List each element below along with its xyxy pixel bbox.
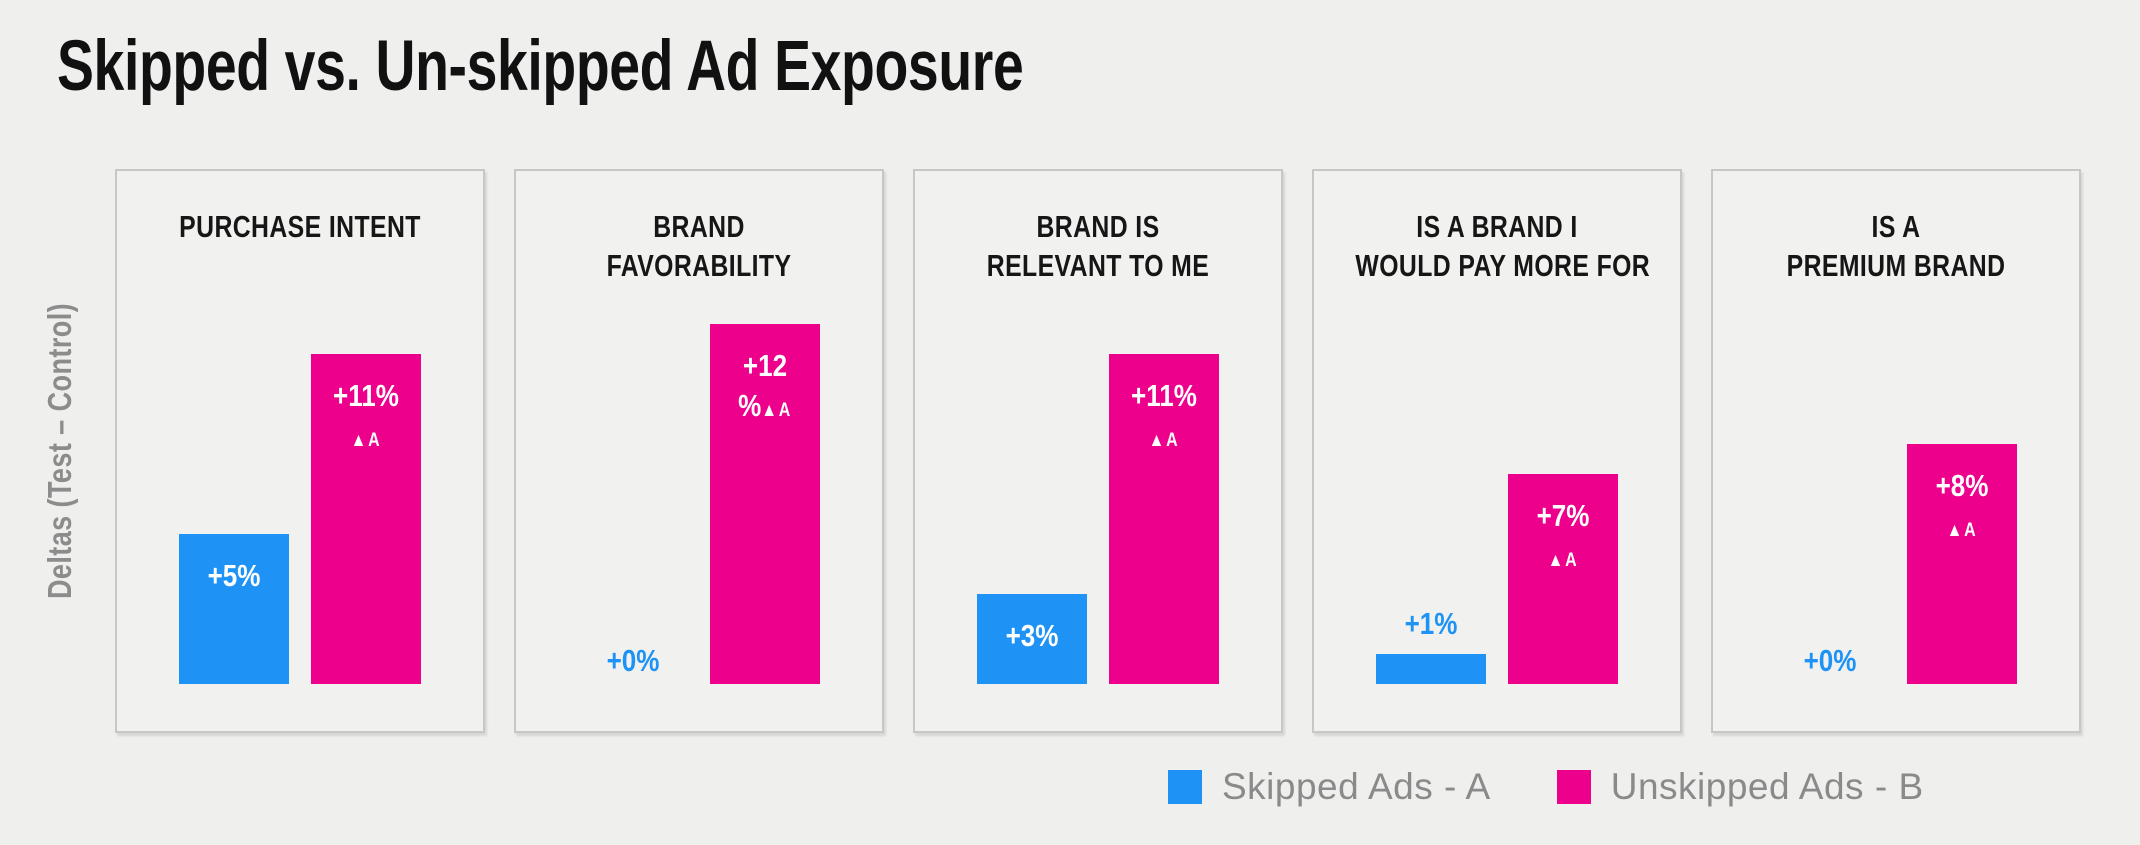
skipped-bar-label: +0% (606, 643, 660, 678)
skipped-bar: +3% (977, 594, 1088, 684)
metric-panel-3: BRAND IS RELEVANT TO ME +3% +11% ▲A (913, 169, 1283, 733)
panels-row: PURCHASE INTENT +5% +11% ▲A BRAND FAVORABILIT… (115, 169, 2081, 733)
skipped-bar: +5% (179, 534, 290, 684)
unskipped-legend-swatch (1556, 770, 1591, 804)
metric-panel-2: BRAND FAVORABILITY +0% +12 %▲A (514, 169, 884, 733)
metric-panel-4: IS A BRAND I WOULD PAY MORE FOR +1% +7% ▲A (1312, 169, 1682, 733)
chart-area: +5% +11% ▲A (117, 171, 483, 731)
legend: Skipped Ads - A Unskipped Ads - B (1168, 766, 1924, 808)
unskipped-bar: +8% ▲A (1906, 444, 2017, 684)
skipped-bar-label: +0% (1803, 643, 1857, 678)
significance-marker: ▲A (1148, 430, 1180, 451)
skipped-bar-label: +1% (1404, 606, 1458, 641)
significance-marker: ▲A (350, 430, 382, 451)
unskipped-bar-label: +7% ▲A (1536, 498, 1590, 571)
legend-item-skipped: Skipped Ads - A (1168, 766, 1491, 808)
significance-marker: ▲A (761, 400, 792, 421)
unskipped-legend-label: Unskipped Ads - B (1610, 766, 1924, 807)
y-axis-label: Deltas (Test – Control) (41, 302, 78, 600)
unskipped-bar: +12 %▲A (709, 324, 820, 684)
metric-panel-1: PURCHASE INTENT +5% +11% ▲A (115, 169, 485, 733)
significance-marker: ▲A (1946, 520, 1978, 541)
panel-title: BRAND IS RELEVANT TO ME (986, 209, 1210, 284)
skipped-bar-label: +5% (207, 558, 261, 593)
legend-item-unskipped: Unskipped Ads - B (1556, 766, 1924, 808)
unskipped-bar-label: +8% ▲A (1935, 468, 1989, 541)
panel-title: PURCHASE INTENT (179, 209, 421, 244)
skipped-bar-label: +3% (1005, 618, 1059, 653)
chart-area: +1% +7% ▲A (1314, 171, 1680, 731)
skipped-legend-label: Skipped Ads - A (1222, 766, 1491, 807)
unskipped-bar-label: +11% ▲A (332, 378, 399, 451)
unskipped-bar-label: +11% ▲A (1130, 378, 1197, 451)
unskipped-bar-label: +12 %▲A (737, 348, 792, 423)
unskipped-bar: +7% ▲A (1507, 474, 1618, 684)
unskipped-bar: +11% ▲A (1108, 354, 1219, 684)
chart-area: +0% +12 %▲A (516, 171, 882, 731)
metric-panel-5: IS A PREMIUM BRAND +0% +8% ▲A (1711, 169, 2081, 733)
significance-marker: ▲A (1547, 550, 1579, 571)
panel-title: IS A PREMIUM BRAND (1786, 209, 2006, 284)
panel-title: IS A BRAND I WOULD PAY MORE FOR (1355, 209, 1651, 284)
chart-area: +0% +8% ▲A (1713, 171, 2079, 731)
page-title: Skipped vs. Un-skipped Ad Exposure (57, 27, 1024, 106)
chart-area: +3% +11% ▲A (915, 171, 1281, 731)
unskipped-bar: +11% ▲A (310, 354, 421, 684)
skipped-bar (1376, 654, 1487, 684)
skipped-legend-swatch (1168, 770, 1202, 804)
panel-title: BRAND FAVORABILITY (606, 209, 792, 284)
